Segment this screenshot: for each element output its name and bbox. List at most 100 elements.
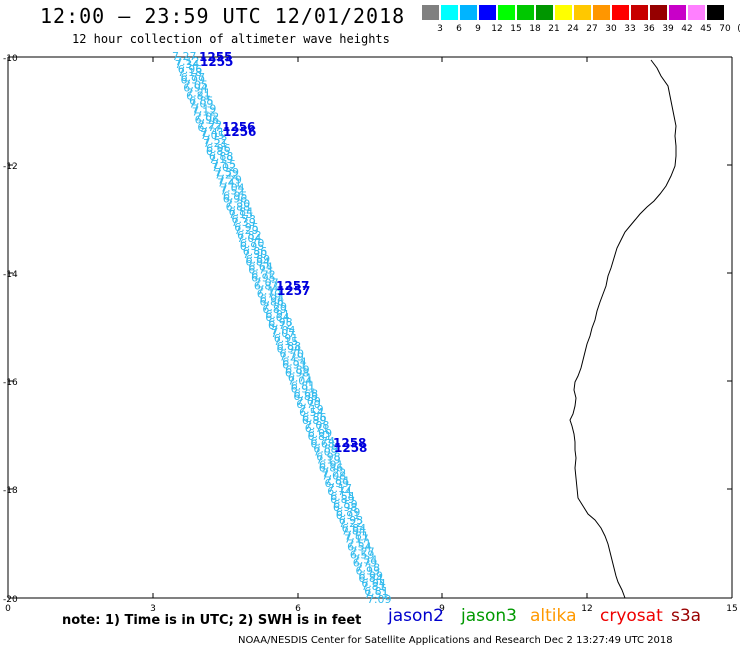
legend-swatch xyxy=(422,5,439,20)
legend-level: 15 xyxy=(510,24,522,34)
lon-label: 0 xyxy=(5,604,11,614)
credit-footer: NOAA/NESDIS Center for Satellite Applica… xyxy=(238,635,673,646)
wave-height-label: 6.54 xyxy=(347,541,372,554)
wave-height-label: 6.98 xyxy=(285,367,310,380)
wave-height-label: 7.04 xyxy=(271,324,296,337)
wave-height-label: 6.88 xyxy=(226,200,251,213)
wave-height-label: 7.15 xyxy=(229,208,254,221)
wave-height-label: 7.19 xyxy=(316,454,341,467)
pass-time-label: 1258 xyxy=(333,436,366,450)
lon-label: 9 xyxy=(439,604,445,614)
wave-height-label: 6.96 xyxy=(195,113,220,126)
wave-height-label: 6.91 xyxy=(336,509,361,522)
wave-height-label: 7.18 xyxy=(356,561,381,574)
wave-height-label: 6.95 xyxy=(223,190,248,203)
legend-swatch xyxy=(612,5,629,20)
wave-height-label: 6.71 xyxy=(288,372,313,385)
wave-height-label: 7.09 xyxy=(189,98,214,111)
wave-height-label: 6.68 xyxy=(310,438,335,451)
wave-height-label: 6.81 xyxy=(186,90,211,103)
lon-label: 15 xyxy=(726,604,737,614)
wave-height-label: 7.02 xyxy=(212,161,237,174)
wave-height-label: 7.22 xyxy=(322,466,347,479)
wave-height-label: 6.91 xyxy=(282,359,307,372)
wave-height-label: 7.09 xyxy=(313,446,338,459)
wave-height-label: 7.09 xyxy=(367,593,392,606)
lat-label: -20 xyxy=(3,595,18,605)
wave-height-label: 7.07 xyxy=(271,327,296,340)
wave-height-label: 6.72 xyxy=(268,319,293,332)
wave-height-label: 6.99 xyxy=(181,74,206,87)
wave-height-label: 6.89 xyxy=(285,364,310,377)
wave-height-label: 6.74 xyxy=(327,485,352,498)
lat-label: -18 xyxy=(3,486,18,496)
legend-level: 70 xyxy=(719,24,731,34)
wave-height-label: 7.04 xyxy=(237,232,262,245)
wave-height-label: 7.17 xyxy=(328,482,353,495)
wave-height-label: 6.88 xyxy=(209,150,234,163)
wave-height-label: 6.89 xyxy=(246,253,271,266)
wave-height-label: 6.86 xyxy=(260,295,285,308)
legend-swatch xyxy=(631,5,648,20)
wave-height-label: 7.34 xyxy=(353,553,378,566)
wave-height-label: 6.84 xyxy=(229,205,254,218)
wave-height-label: 6.93 xyxy=(356,564,381,577)
wave-height-label: 6.91 xyxy=(265,308,290,321)
legend-swatch xyxy=(707,5,724,20)
wave-height-label: 7.04 xyxy=(288,374,313,387)
wave-height-label: 6.81 xyxy=(291,379,316,392)
wave-height-label: 6.79 xyxy=(336,506,361,519)
wave-height-label: 6.96 xyxy=(223,192,248,205)
pass-time-label: 1255 xyxy=(200,55,233,69)
wave-height-label: 7.84 xyxy=(325,474,350,487)
satellite-cryosat: cryosat xyxy=(600,606,663,626)
legend-swatch xyxy=(460,5,477,20)
wave-height-label: 6.70 xyxy=(280,348,305,361)
wave-height-label: 7.15 xyxy=(212,158,237,171)
wave-height-label: 7.21 xyxy=(203,137,228,150)
lat-label: -12 xyxy=(3,162,18,172)
lat-label: -16 xyxy=(3,378,18,388)
wave-height-label: 7.30 xyxy=(243,248,268,261)
wave-height-label: 6.59 xyxy=(333,498,358,511)
units-note: note: 1) Time is in UTC; 2) SWH is in fe… xyxy=(62,613,362,628)
wave-height-label: 7.39 xyxy=(215,166,240,179)
wave-height-label: 7.22 xyxy=(214,169,239,182)
wave-height-label: 6.84 xyxy=(245,256,270,269)
wave-height-label: 6.70 xyxy=(240,237,265,250)
wave-height-label: 7.17 xyxy=(344,533,369,546)
wave-height-label: 7.27 xyxy=(350,546,375,559)
wave-height-label: 6.93 xyxy=(339,514,364,527)
wave-height-label: 6.81 xyxy=(308,430,333,443)
wave-height-label: 6.98 xyxy=(268,316,293,329)
legend-swatch xyxy=(669,5,686,20)
pass-time-label: 1256 xyxy=(222,120,255,134)
wave-height-label: 6.82 xyxy=(254,279,279,292)
satellite-s3a: s3a xyxy=(671,606,702,626)
wave-height-label: 7.22 xyxy=(339,517,364,530)
wave-height-label: 6.99 xyxy=(308,427,333,440)
legend-level: 30 xyxy=(605,24,617,34)
wave-height-label: 7.52 xyxy=(220,185,245,198)
altimeter-track: 7.277.127.346.967.186.776.997.056.947.21… xyxy=(172,50,392,606)
wave-height-label: 7.34 xyxy=(175,58,200,71)
wave-height-label: 6.86 xyxy=(319,461,344,474)
wave-height-label: 6.79 xyxy=(353,556,378,569)
pass-time-label: 1255 xyxy=(199,50,232,64)
wave-height-label: 6.95 xyxy=(240,240,264,253)
longitude-labels: 0 3 6 9 12 15 xyxy=(5,604,738,614)
wave-height-label: 6.99 xyxy=(359,569,384,582)
map-title: 12:00 – 23:59 UTC 12/01/2018 xyxy=(40,4,406,28)
wave-height-label: 7.39 xyxy=(231,216,256,229)
wave-height-label: 6.88 xyxy=(277,340,302,353)
satellite-jason2: jason2 xyxy=(388,606,444,626)
satellite-altika: altika xyxy=(530,606,577,626)
wave-height-label: 7.41 xyxy=(217,177,242,190)
wave-height-label: 7.19 xyxy=(192,103,217,116)
wave-height-label: 7.81 xyxy=(344,530,369,543)
wave-height-label: 6.89 xyxy=(302,414,327,427)
legend-level: 6 xyxy=(456,24,462,34)
legend-level: 33 xyxy=(624,24,636,34)
legend-swatch xyxy=(498,5,515,20)
legend-swatch xyxy=(574,5,591,20)
